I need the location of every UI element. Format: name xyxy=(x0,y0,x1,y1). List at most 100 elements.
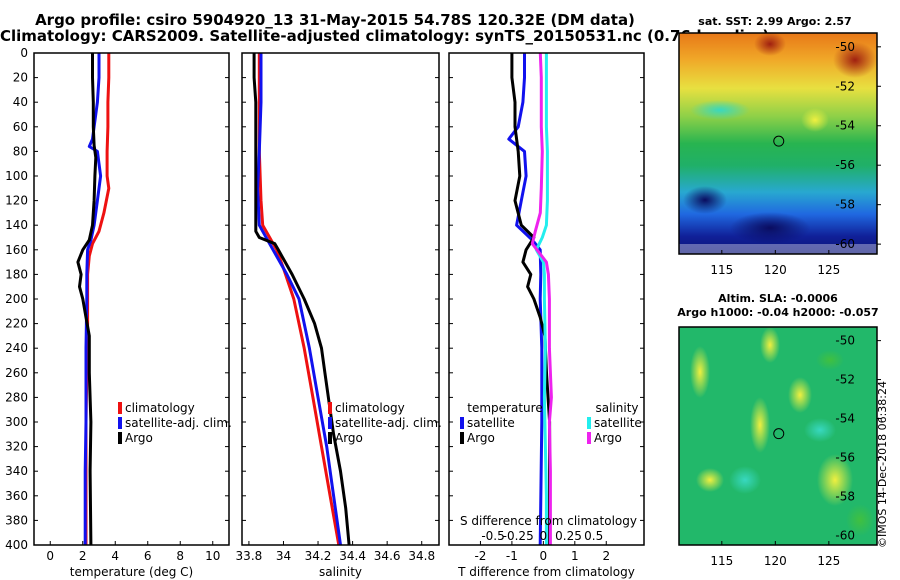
figure-title-line2: Climatology: CARS2009. Satellite-adjuste… xyxy=(0,27,770,45)
salinity-legend-swatch xyxy=(328,432,332,444)
sla_map-x-tick-label: 125 xyxy=(817,554,840,568)
depth-tick-label: 180 xyxy=(5,267,28,281)
depth-tick-label: 20 xyxy=(13,71,28,85)
difference-legend-salinity-title: salinity xyxy=(595,401,638,415)
depth-tick-label: 160 xyxy=(5,243,28,257)
temperature-legend-swatch xyxy=(118,402,122,414)
sst_map-y-tick-label: -50 xyxy=(835,40,855,54)
difference-temperature-legend-label: satellite xyxy=(467,416,515,430)
salinity-x-tick-label: 34 xyxy=(276,549,291,563)
depth-tick-label: 400 xyxy=(5,538,28,552)
depth-tick-label: 60 xyxy=(13,120,28,134)
sla_map-x-tick-label: 120 xyxy=(764,554,787,568)
sla_map-y-tick-label: -54 xyxy=(835,411,855,425)
difference-line-salinity-argo xyxy=(530,53,553,545)
temperature-x-tick-label: 2 xyxy=(79,549,87,563)
salinity-legend-label: Argo xyxy=(335,431,363,445)
temperature-legend-label: Argo xyxy=(125,431,153,445)
sst_map-axes-frame xyxy=(678,32,878,255)
difference-s-tick-label: 0 xyxy=(540,529,548,543)
temperature-line-argo xyxy=(76,53,98,545)
difference-salinity-legend-label: satellite xyxy=(594,416,642,430)
difference-x-label: T difference from climatology xyxy=(457,565,635,579)
salinity-x-label: salinity xyxy=(319,565,362,579)
salinity-axes-frame xyxy=(241,52,440,546)
difference-s-tick-label: 0.5 xyxy=(584,529,603,543)
difference-series-group xyxy=(507,53,553,545)
difference-temperature-legend-swatch xyxy=(460,417,464,429)
depth-tick-label: 240 xyxy=(5,341,28,355)
figure-title-line1: Argo profile: csiro 5904920_13 31-May-20… xyxy=(35,11,635,29)
depth-tick-label: 120 xyxy=(5,194,28,208)
difference-x-tick-label: 0 xyxy=(540,549,548,563)
salinity-x-tick-label: 34.8 xyxy=(408,549,435,563)
salinity-legend-label: climatology xyxy=(335,401,405,415)
salinity-x-tick-label: 33.8 xyxy=(236,549,263,563)
sla_map-axes-frame xyxy=(678,326,878,546)
sla_map-y-tick-label: -52 xyxy=(835,373,855,387)
salinity-legend-label: satellite-adj. clim. xyxy=(335,416,442,430)
sst_map-x-tick-label: 115 xyxy=(710,263,733,277)
sla-map-title-line2: Argo h1000: -0.04 h2000: -0.057 xyxy=(677,306,878,319)
temperature-series-group xyxy=(76,53,111,545)
sst_map-argo-marker xyxy=(773,135,785,147)
depth-tick-label: 300 xyxy=(5,415,28,429)
salinity-x-tick-label: 34.2 xyxy=(305,549,332,563)
difference-x-tick-label: 1 xyxy=(571,549,579,563)
depth-tick-label: 360 xyxy=(5,489,28,503)
temperature-x-tick-label: 8 xyxy=(176,549,184,563)
temperature-legend-label: climatology xyxy=(125,401,195,415)
sla_map-y-tick-label: -58 xyxy=(835,489,855,503)
salinity-x-tick-label: 34.6 xyxy=(374,549,401,563)
temperature-axes-frame xyxy=(33,52,230,546)
temperature-legend-swatch xyxy=(118,432,122,444)
temperature-legend-swatch xyxy=(118,417,122,429)
difference-temperature-legend-label: Argo xyxy=(467,431,495,445)
salinity-line-argo xyxy=(252,53,351,545)
sst_map-y-tick-label: -60 xyxy=(835,237,855,251)
difference-x-tick-label: 2 xyxy=(602,549,610,563)
difference-s-tick-label: -0.25 xyxy=(503,529,534,543)
sla_map-y-tick-label: -50 xyxy=(835,334,855,348)
depth-tick-label: 320 xyxy=(5,440,28,454)
salinity-legend-swatch xyxy=(328,402,332,414)
difference-s-axis-label: S difference from climatology xyxy=(460,514,637,528)
difference-axes-frame xyxy=(448,52,645,546)
sst_map-y-tick-label: -58 xyxy=(835,198,855,212)
depth-tick-label: 0 xyxy=(20,46,28,60)
depth-tick-label: 340 xyxy=(5,464,28,478)
temperature-x-label: temperature (deg C) xyxy=(70,565,193,579)
depth-tick-label: 380 xyxy=(5,513,28,527)
sla-map-title-line1: Altim. SLA: -0.0006 xyxy=(718,292,838,305)
depth-tick-label: 260 xyxy=(5,366,28,380)
depth-tick-label: 280 xyxy=(5,390,28,404)
depth-tick-label: 100 xyxy=(5,169,28,183)
difference-s-tick-label: 0.25 xyxy=(555,529,582,543)
depth-tick-label: 200 xyxy=(5,292,28,306)
sst-map-image xyxy=(679,32,877,254)
sst_map-x-tick-label: 120 xyxy=(764,263,787,277)
credit-stamp: ©IMOS 14-Dec-2018 06:38:24 xyxy=(876,381,889,548)
depth-tick-label: 40 xyxy=(13,95,28,109)
temperature-x-tick-label: 10 xyxy=(205,549,220,563)
difference-temperature-legend-swatch xyxy=(460,432,464,444)
sla_map-x-tick-label: 115 xyxy=(710,554,733,568)
temperature-x-tick-label: 0 xyxy=(46,549,54,563)
difference-legend-temperature-title: temperature xyxy=(467,401,542,415)
depth-tick-label: 80 xyxy=(13,144,28,158)
sst-map-title: sat. SST: 2.99 Argo: 2.57 xyxy=(698,15,851,28)
depth-tick-label: 220 xyxy=(5,317,28,331)
difference-x-tick-label: -2 xyxy=(474,549,486,563)
sst_map-x-tick-label: 125 xyxy=(817,263,840,277)
sst_map-y-tick-label: -52 xyxy=(835,79,855,93)
salinity-line-satellite-adj-clim- xyxy=(256,53,342,545)
temperature-legend-label: satellite-adj. clim. xyxy=(125,416,232,430)
sst_map-y-tick-label: -54 xyxy=(835,119,855,133)
sla_map-y-tick-label: -56 xyxy=(835,450,855,464)
salinity-series-group xyxy=(252,53,351,545)
difference-x-tick-label: -1 xyxy=(506,549,518,563)
difference-salinity-legend-swatch xyxy=(587,432,591,444)
temperature-x-tick-label: 4 xyxy=(111,549,119,563)
sla_map-y-tick-label: -60 xyxy=(835,528,855,542)
